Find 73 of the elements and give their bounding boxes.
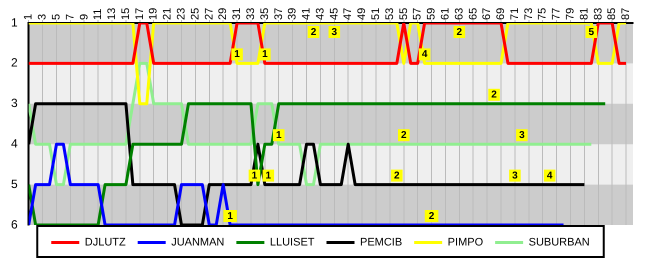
x-tick-label: 75 [536, 8, 549, 20]
annotation: 1 [234, 49, 240, 60]
legend-label: DJLUTZ [84, 236, 126, 249]
x-tick-label: 37 [272, 8, 285, 20]
x-tick-label: 23 [176, 8, 188, 20]
x-tick-label: 33 [244, 8, 257, 20]
legend-label: JUANMAN [171, 236, 224, 249]
annotation: 1 [262, 49, 268, 60]
annotation: 1 [266, 170, 272, 182]
x-tick-label: 55 [398, 8, 410, 20]
x-tick-label: 3 [36, 14, 49, 20]
annotation: 3 [332, 26, 338, 38]
x-tick-label: 31 [231, 8, 244, 20]
annotation: 1 [276, 130, 282, 141]
x-tick-label: 57 [412, 8, 424, 20]
annotation: 4 [422, 49, 428, 60]
x-tick-label: 49 [356, 8, 368, 20]
x-tick-label: 19 [148, 8, 160, 20]
x-tick-label: 81 [578, 8, 590, 20]
x-tick-label: 51 [370, 8, 382, 20]
x-tick-label: 9 [78, 14, 90, 20]
x-tick-label: 61 [439, 8, 452, 20]
x-tick-label: 1 [22, 14, 35, 20]
x-tick-label: 85 [606, 8, 618, 20]
x-tick-label: 27 [203, 8, 216, 20]
x-tick-label: 7 [64, 14, 76, 20]
x-tick-label: 53 [384, 8, 396, 20]
x-tick-label: 17 [134, 8, 146, 20]
x-tick-label: 65 [467, 8, 480, 20]
x-tick-label: 83 [592, 8, 604, 20]
y-tick-label: 6 [10, 217, 18, 232]
legend-label: SUBURBAN [528, 236, 590, 249]
annotation: 2 [394, 170, 400, 182]
x-tick-label: 73 [522, 8, 535, 20]
annotation: 2 [456, 26, 463, 38]
annotation: 4 [546, 170, 553, 182]
y-tick-label: 5 [10, 176, 18, 191]
legend-label: PIMPO [448, 236, 484, 249]
legend-label: PEMCIB [360, 236, 402, 249]
x-tick-label: 47 [342, 8, 354, 20]
annotation: 5 [588, 26, 595, 38]
y-tick-label: 3 [10, 96, 18, 110]
x-tick-label: 67 [481, 8, 494, 20]
x-tick-label: 5 [50, 14, 62, 20]
annotation: 2 [310, 26, 317, 38]
x-tick-label: 69 [495, 8, 508, 20]
annotation: 2 [428, 210, 435, 222]
x-tick-label: 71 [508, 8, 521, 20]
x-tick-label: 43 [314, 8, 326, 20]
x-tick-label: 29 [217, 8, 230, 20]
annotation: 2 [400, 130, 407, 141]
annotation: 1 [227, 210, 234, 222]
x-tick-label: 25 [189, 8, 202, 20]
annotation: 2 [491, 90, 498, 101]
annotation: 3 [512, 170, 518, 182]
y-tick-label: 2 [10, 56, 18, 70]
x-tick-label: 13 [106, 8, 118, 20]
x-tick-label: 15 [120, 8, 132, 20]
y-tick-label: 4 [10, 136, 18, 151]
x-tick-label: 87 [620, 8, 632, 20]
legend-label: LLUISET [270, 236, 315, 249]
x-tick-label: 63 [453, 8, 466, 20]
x-tick-label: 21 [162, 8, 174, 20]
x-tick-label: 41 [300, 8, 313, 20]
x-tick-label: 79 [564, 8, 577, 20]
x-tick-label: 59 [426, 8, 438, 20]
x-tick-label: 35 [258, 8, 271, 20]
x-tick-label: 45 [328, 8, 340, 20]
annotation: 1 [252, 170, 258, 182]
x-tick-label: 39 [286, 8, 299, 20]
annotation: 3 [519, 130, 526, 141]
x-tick-label: 77 [550, 8, 563, 20]
x-tick-label: 11 [92, 8, 104, 20]
